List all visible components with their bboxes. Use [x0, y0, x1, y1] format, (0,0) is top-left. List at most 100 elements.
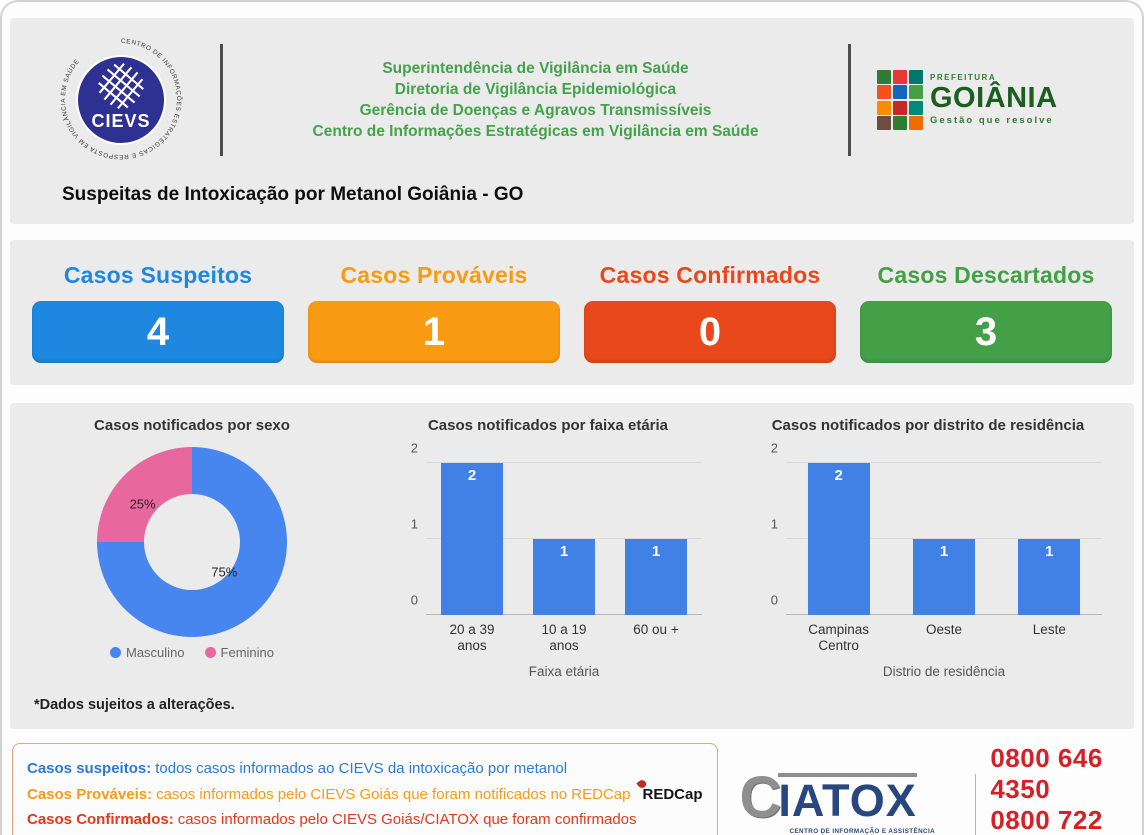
definition-text: casos informados pelo CIEVS Goiás/CIATOX… — [177, 811, 637, 829]
y-tick-label: 0 — [770, 592, 778, 608]
legend-label: Masculino — [126, 645, 185, 660]
y-tick-label: 2 — [410, 440, 418, 456]
goiania-mosaic-icon — [877, 70, 923, 130]
definition-term: Casos Confirmados: — [27, 811, 174, 829]
definition-confirmados: Casos Confirmados: casos informados pelo … — [27, 807, 703, 833]
goiania-logo: PREFEITURA GOIÂNIA Gestão que resolve — [877, 70, 1092, 130]
definition-term: Casos suspeitos: — [27, 760, 152, 777]
stat-label: Casos Confirmados — [599, 262, 821, 288]
ciatox-logo-text: IATOX — [778, 772, 917, 826]
bar-value-label: 1 — [559, 543, 569, 560]
legend-label: Feminino — [220, 645, 274, 660]
donut-slice-label-masculino: 75% — [211, 564, 238, 580]
bar-value-label: 1 — [651, 543, 661, 560]
legend-item-masculino: Masculino — [110, 645, 185, 660]
x-tick-label: 20 a 39 anos — [449, 622, 495, 653]
stat-label: Casos Descartados — [877, 262, 1095, 288]
x-axis-title: Distrio de residência — [882, 664, 1006, 679]
x-tick-label: Campinas Centro — [808, 622, 870, 653]
goiania-tagline: Gestão que resolve — [930, 115, 1054, 127]
ciatox-phones: 0800 646 4350 0800 722 6001 — [990, 743, 1132, 835]
chart-title: Casos notificados por faixa etária — [427, 417, 669, 434]
phone-number: 0800 646 4350 — [990, 743, 1103, 804]
donut-legend: Masculino Feminino — [16, 645, 368, 660]
stats-panel: Casos Suspeitos 4 Casos Prováveis 1 Caso… — [10, 240, 1134, 385]
bar: 1 — [533, 539, 595, 615]
chart-title: Casos notificados por sexo — [94, 417, 290, 434]
stat-value: 4 — [146, 309, 170, 354]
y-tick-label: 2 — [770, 440, 778, 456]
legend-dot-feminino — [204, 647, 216, 658]
stat-card-provaveis: Casos Prováveis 1 — [308, 262, 560, 363]
stat-card-confirmados: Casos Confirmados 0 — [584, 262, 836, 363]
header-panel: CENTRO DE INFORMAÇÕES ESTRATÉGICAS E RES… — [10, 18, 1134, 224]
gridline — [786, 538, 1102, 539]
bar: 2 — [807, 463, 870, 615]
bar: 1 — [912, 539, 975, 615]
org-line: Gerência de Doenças e Agravos Transmissí… — [359, 102, 712, 119]
definition-text: todos casos informados ao CIEVS da intox… — [155, 760, 568, 777]
header-divider-right — [848, 44, 851, 156]
legend-item-feminino: Feminino — [204, 645, 274, 660]
cievs-net-icon — [98, 63, 144, 109]
gridline — [426, 462, 702, 463]
header-row: CENTRO DE INFORMAÇÕES ESTRATÉGICAS E RES… — [10, 30, 1134, 170]
legend-dot-masculino — [110, 647, 121, 658]
definition-text: casos informados pelo CIEVS Goiás que fo… — [156, 785, 631, 803]
header-divider-left — [220, 44, 223, 156]
y-tick-label: 1 — [410, 516, 418, 532]
bar: 1 — [1018, 539, 1081, 615]
category-labels: Campinas Centro Oeste Leste — [786, 622, 1102, 654]
definition-provaveis: Casos Prováveis: casos informados pelo CI… — [27, 778, 703, 808]
org-line: Superintendência de Vigilância em Saúde — [382, 60, 689, 77]
chart-title: Casos notificados por distrito de residê… — [771, 417, 1085, 434]
ciatox-logo-c: C — [739, 764, 782, 830]
goiania-name: GOIÂNIA — [930, 82, 1058, 115]
case-definitions-box: Casos suspeitos: todos casos informados a… — [12, 743, 718, 835]
ciatox-divider — [975, 774, 977, 835]
stat-value: 1 — [422, 309, 446, 354]
category-labels: 20 a 39 anos 10 a 19 anos 60 ou + — [426, 622, 702, 654]
x-tick-label: 60 ou + — [633, 622, 679, 637]
ciatox-section: C IATOX CENTRO DE INFORMAÇÃO E ASSISTÊNC… — [718, 743, 1133, 835]
gridline — [786, 462, 1102, 463]
gridline — [426, 538, 702, 539]
redcap-logo: REDCap — [636, 778, 703, 808]
org-line: Centro de Informações Estratégicas em Vi… — [312, 123, 759, 140]
ciatox-logo-subtitle: CENTRO DE INFORMAÇÃO E ASSISTÊNCIA TOXIC… — [789, 827, 935, 835]
bar-plot: 0 1 2 2 1 1 — [771, 441, 1102, 615]
org-line: Diretoria de Vigilância Epidemiológica — [394, 81, 677, 98]
y-tick-label: 0 — [410, 592, 418, 608]
definition-suspeitos: Casos suspeitos: todos casos informados a… — [27, 756, 703, 782]
y-tick-label: 1 — [770, 516, 778, 532]
stat-label: Casos Suspeitos — [63, 262, 253, 288]
stat-value-box: 0 — [584, 301, 836, 363]
stat-value-box: 3 — [860, 301, 1112, 363]
cievs-logo: CENTRO DE INFORMAÇÕES ESTRATÉGICAS E RES… — [52, 30, 190, 170]
chart-sex-donut: Casos notificados por sexo 25% 75% Mascu… — [16, 403, 368, 679]
bar-value-label: 1 — [939, 543, 949, 560]
page-title: Suspeitas de Intoxicação por Metanol Goi… — [62, 184, 524, 205]
x-tick-label: 10 a 19 anos — [541, 622, 587, 653]
definition-term: Casos Prováveis: — [27, 785, 153, 803]
phone-number: 0800 722 6001 — [990, 805, 1103, 835]
stat-value-box: 1 — [308, 301, 560, 363]
stat-value: 3 — [974, 309, 998, 354]
chart-district-bar: Casos notificados por distrito de residê… — [728, 403, 1128, 679]
x-tick-label: Oeste — [925, 622, 962, 637]
donut-chart — [97, 447, 287, 637]
x-tick-label: Leste — [1032, 622, 1066, 637]
chart-age-bar: Casos notificados por faixa etária 0 1 2 2 1… — [368, 403, 728, 679]
stat-value: 0 — [698, 309, 722, 354]
bar: 1 — [625, 539, 687, 615]
footer: Casos suspeitos: todos casos informados a… — [12, 743, 1132, 835]
bar-value-label: 2 — [467, 467, 477, 484]
bar-value-label: 2 — [834, 467, 843, 484]
bar-value-label: 1 — [1045, 543, 1054, 560]
bar: 2 — [441, 463, 503, 615]
stat-label: Casos Prováveis — [340, 262, 528, 288]
org-lines: Superintendência de Vigilância em Saúde … — [223, 58, 848, 142]
x-axis-title: Faixa etária — [528, 664, 600, 679]
goiania-prefeitura-label: PREFEITURA — [930, 73, 997, 83]
